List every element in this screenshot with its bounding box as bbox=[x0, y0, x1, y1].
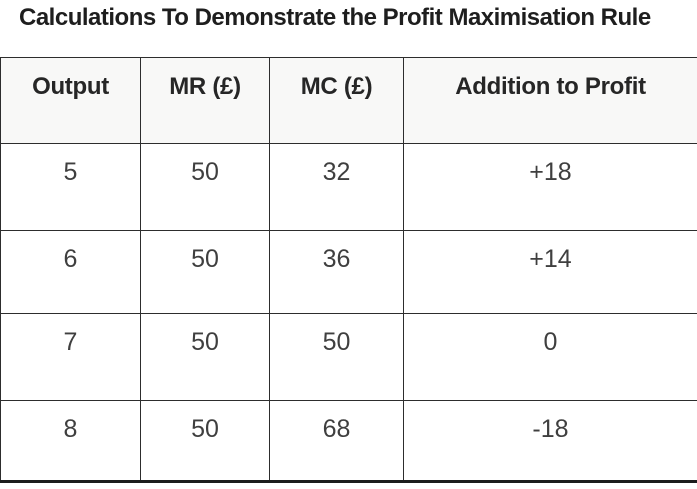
header-row: Output MR (£) MC (£) Addition to Profit bbox=[0, 57, 697, 144]
cell-addition-to-profit: +18 bbox=[403, 143, 697, 231]
cell-output: 5 bbox=[0, 143, 141, 231]
column-header-mc: MC (£) bbox=[269, 57, 404, 144]
cell-output: 8 bbox=[0, 400, 141, 482]
cell-mr: 50 bbox=[140, 313, 270, 401]
table-body: 5 50 32 +18 6 50 36 +14 7 50 50 0 8 50 6… bbox=[0, 143, 697, 482]
cell-addition-to-profit: 0 bbox=[403, 313, 697, 401]
cell-mr: 50 bbox=[140, 230, 270, 314]
cell-mc: 68 bbox=[269, 400, 404, 482]
cell-mr: 50 bbox=[140, 400, 270, 482]
cell-mr: 50 bbox=[140, 143, 270, 231]
table-row: 5 50 32 +18 bbox=[0, 143, 697, 231]
page-title: Calculations To Demonstrate the Profit M… bbox=[19, 4, 651, 31]
cell-output: 7 bbox=[0, 313, 141, 401]
table-header: Output MR (£) MC (£) Addition to Profit bbox=[0, 57, 697, 144]
cell-output: 6 bbox=[0, 230, 141, 314]
column-header-output: Output bbox=[0, 57, 141, 144]
cell-mc: 36 bbox=[269, 230, 404, 314]
profit-maximisation-table: Output MR (£) MC (£) Addition to Profit … bbox=[0, 57, 697, 483]
cell-mc: 32 bbox=[269, 143, 404, 231]
column-header-addition-to-profit: Addition to Profit bbox=[403, 57, 697, 144]
table-row: 8 50 68 -18 bbox=[0, 400, 697, 482]
table-row: 6 50 36 +14 bbox=[0, 230, 697, 314]
table-row: 7 50 50 0 bbox=[0, 313, 697, 401]
cell-mc: 50 bbox=[269, 313, 404, 401]
cell-addition-to-profit: -18 bbox=[403, 400, 697, 482]
column-header-mr: MR (£) bbox=[140, 57, 270, 144]
cell-addition-to-profit: +14 bbox=[403, 230, 697, 314]
